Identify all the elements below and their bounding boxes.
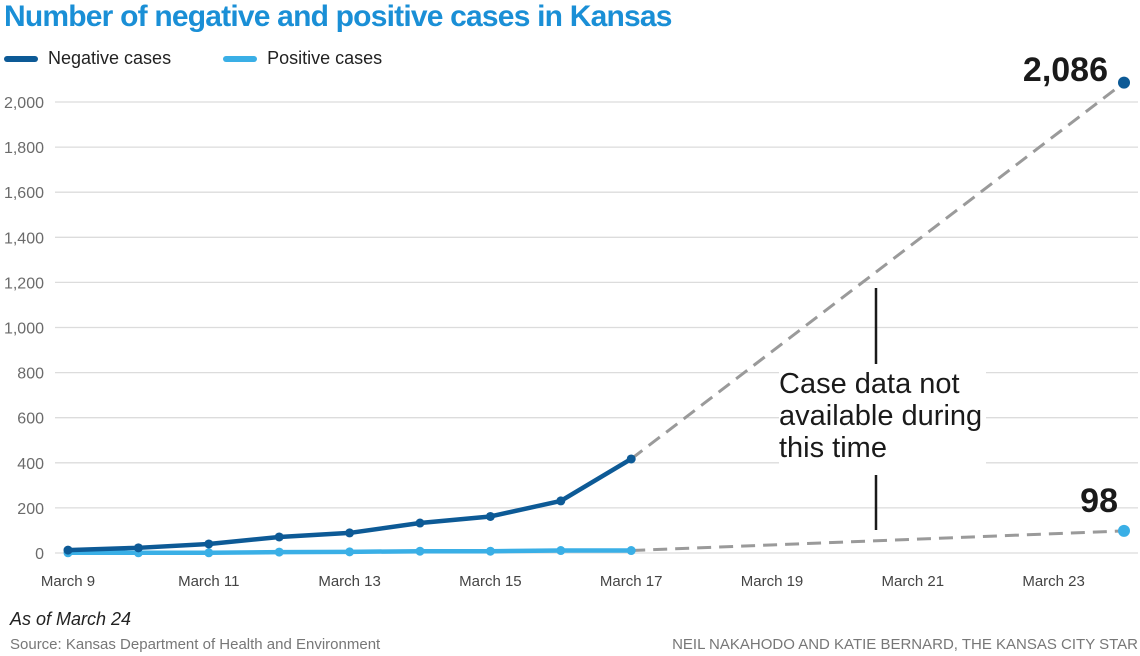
data-point-negative [415,518,425,528]
data-point-positive [626,546,636,556]
y-tick-label: 600 [17,411,44,428]
y-tick-label: 1,800 [4,140,44,157]
legend-label-negative: Negative cases [48,48,172,68]
data-point-negative [345,528,355,538]
data-point-positive [415,546,425,556]
end-label-positive: 98 [1080,482,1118,520]
source-note: Source: Kansas Department of Health and … [10,636,381,653]
data-point-negative [204,539,214,549]
data-point-negative [556,496,566,506]
y-tick-label: 0 [35,546,44,563]
x-tick-label: March 11 [178,573,239,590]
gap-line-negative [630,81,1125,461]
y-tick-label: 200 [17,501,44,518]
y-tick-label: 1,600 [4,185,44,202]
x-tick-label: March 17 [600,573,663,590]
y-tick-label: 800 [17,366,44,383]
data-point-positive [345,547,355,557]
data-point-negative [274,532,284,542]
x-tick-label: March 19 [741,573,804,590]
annotation-line-1: Case data not [779,368,960,400]
legend-swatch-positive [223,55,258,62]
data-point-positive [204,548,214,558]
data-point-negative [133,543,143,553]
y-tick-label: 400 [17,456,44,473]
y-tick-label: 1,400 [4,230,44,247]
end-point-positive [1118,524,1130,537]
chart-title: Number of negative and positive cases in… [4,0,672,33]
legend-item-positive: Positive cases [223,48,382,69]
data-point-positive [485,546,495,556]
x-tick-label: March 13 [318,573,381,590]
legend-label-positive: Positive cases [267,48,383,68]
x-tick-label: March 9 [41,573,95,590]
y-tick-label: 1,200 [4,275,44,292]
x-tick-label: March 21 [882,573,945,590]
annotation-line-2: available during [779,400,983,432]
x-tick-label: March 15 [459,573,522,590]
data-point-negative [63,545,73,555]
data-point-negative [626,454,636,464]
gap-annotation: Case data not available during this time [779,368,987,466]
gap-line-positive [631,529,1125,553]
legend-item-negative: Negative cases [4,48,171,69]
y-tick-label: 2,000 [4,95,44,112]
x-tick-label: March 23 [1022,573,1085,590]
legend-swatch-negative [4,55,38,62]
credit-line: NEIL NAKAHODO AND KATIE BERNARD, THE KAN… [672,636,1138,653]
data-point-negative [485,511,495,521]
as-of-date: As of March 24 [10,609,132,629]
end-label-negative: 2,086 [1023,51,1108,89]
data-point-positive [274,547,284,557]
y-tick-label: 1,000 [4,321,44,338]
data-point-positive [556,546,566,556]
end-point-negative [1118,76,1130,89]
legend: Negative cases Positive cases [4,48,434,69]
annotation-line-3: this time [779,432,887,464]
